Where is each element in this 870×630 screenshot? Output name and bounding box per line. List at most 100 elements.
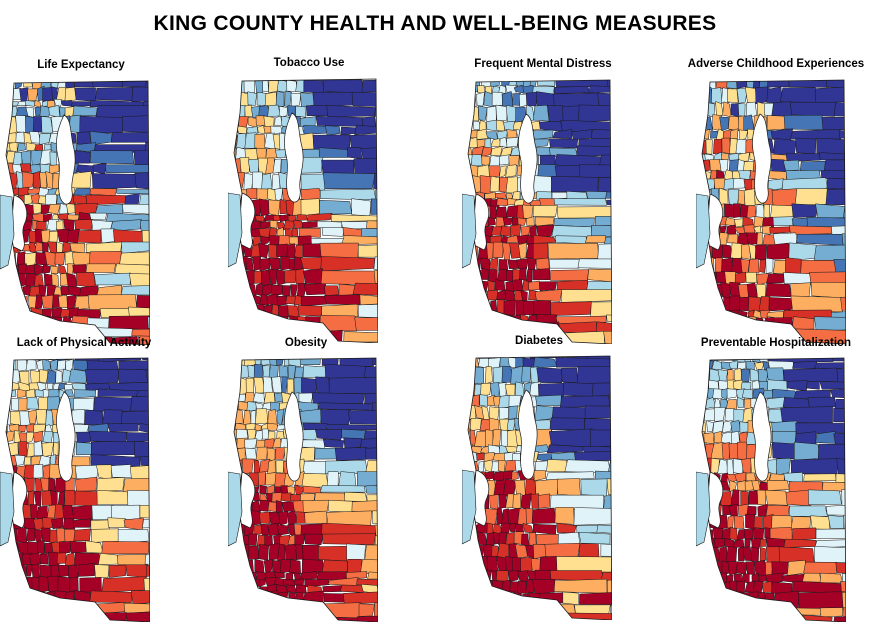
census-tract	[64, 383, 74, 392]
census-tract	[761, 225, 772, 235]
census-tract	[554, 154, 603, 167]
census-tract	[471, 258, 482, 271]
census-tract	[126, 432, 150, 442]
census-tract	[254, 133, 266, 150]
census-tract	[40, 229, 51, 244]
census-tract	[6, 307, 15, 319]
census-tract	[499, 225, 512, 237]
census-tract	[234, 615, 236, 622]
census-tract	[373, 268, 378, 284]
census-tract	[600, 543, 612, 557]
census-tract	[468, 614, 472, 620]
census-tract	[6, 388, 11, 399]
census-tract	[304, 510, 328, 524]
census-tract	[33, 430, 44, 443]
census-tract	[130, 590, 150, 605]
census-tract	[234, 602, 235, 618]
census-tract	[765, 572, 784, 584]
census-tract	[145, 142, 150, 152]
census-tract	[468, 91, 472, 108]
census-tract	[146, 563, 150, 577]
census-tract	[258, 578, 266, 588]
census-tract	[43, 610, 54, 622]
census-tract	[547, 242, 599, 260]
census-tract	[704, 408, 717, 422]
census-tract	[253, 270, 263, 284]
census-tract	[351, 91, 378, 108]
census-tract	[597, 242, 612, 260]
census-tract	[96, 477, 125, 492]
census-tract	[118, 368, 149, 384]
census-tract	[244, 314, 253, 333]
census-tract	[302, 243, 323, 258]
census-tract	[239, 157, 250, 175]
census-tract	[535, 602, 550, 615]
map-frequent-mental-distress	[462, 74, 612, 344]
water-body	[518, 389, 538, 480]
census-tract	[738, 152, 750, 162]
census-tract	[737, 441, 748, 461]
census-tract	[328, 376, 378, 395]
census-tract	[269, 227, 278, 237]
census-tract	[841, 233, 846, 246]
census-tract	[6, 272, 16, 287]
census-tract	[470, 593, 479, 605]
census-tract	[295, 79, 307, 81]
census-tract	[62, 505, 75, 521]
census-tract	[606, 478, 612, 496]
census-tract	[289, 315, 298, 332]
census-tract	[21, 308, 32, 318]
census-tract	[741, 608, 752, 616]
census-tract	[242, 410, 252, 426]
census-tract	[25, 100, 36, 107]
census-tract	[730, 103, 740, 118]
census-tract	[57, 564, 70, 578]
county-outline	[5, 80, 150, 345]
census-tract	[276, 295, 288, 306]
census-tract	[576, 145, 612, 157]
census-tract	[57, 576, 71, 593]
census-tract	[89, 590, 133, 603]
census-tract	[263, 304, 274, 318]
census-tract	[522, 522, 534, 534]
census-tract	[702, 608, 703, 617]
census-tract	[705, 139, 713, 155]
census-tract	[561, 289, 612, 303]
census-tract	[577, 366, 612, 385]
census-tract	[258, 330, 267, 343]
census-tract	[64, 591, 75, 603]
census-tract	[234, 584, 243, 592]
census-tract	[115, 189, 150, 195]
census-tract	[704, 282, 714, 298]
census-tract	[66, 272, 78, 288]
census-tract	[108, 315, 150, 330]
census-tract	[758, 574, 767, 582]
map-diabetes	[462, 350, 612, 620]
census-tract	[841, 591, 846, 610]
census-tract	[258, 242, 270, 259]
census-tract	[703, 615, 715, 622]
census-tract	[18, 370, 30, 385]
census-tract	[96, 284, 123, 297]
census-tract	[8, 317, 18, 331]
census-tract	[6, 410, 12, 426]
census-tract	[509, 581, 519, 593]
census-tract	[468, 279, 481, 292]
census-tract	[353, 157, 378, 175]
census-tract	[284, 90, 292, 108]
census-tract	[537, 80, 556, 87]
census-tract	[361, 228, 378, 237]
census-tract	[584, 235, 607, 244]
census-tract	[73, 528, 91, 542]
census-tract	[122, 203, 150, 215]
census-tract	[785, 257, 802, 274]
census-tract	[79, 577, 102, 593]
census-tract	[263, 126, 272, 134]
census-tract	[505, 445, 518, 453]
census-tract	[284, 543, 298, 560]
census-tract	[718, 546, 728, 563]
census-tract	[234, 330, 236, 343]
census-tract	[247, 158, 260, 174]
census-tract	[702, 459, 704, 475]
census-tract	[271, 174, 281, 190]
